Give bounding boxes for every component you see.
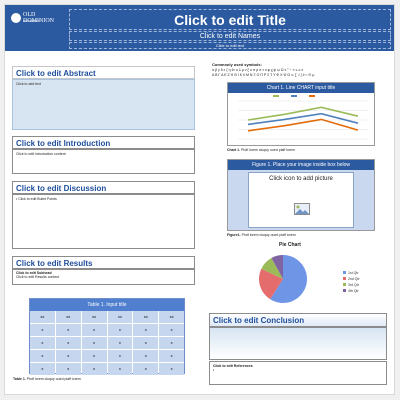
logo-line2: UNIVERSITY [23, 19, 42, 23]
pie-slice [271, 255, 283, 279]
conclusion-heading[interactable]: Click to edit Conclusion [209, 313, 387, 327]
legend-swatch [343, 289, 346, 292]
results-table[interactable]: Table 1. Input title xx xx xx xx xx xx x x x x x x x… [29, 298, 185, 375]
references-box[interactable]: Click to edit References • [209, 361, 387, 385]
poster-header: OLD DOMINION UNIVERSITY Click to edit Ti… [5, 5, 394, 51]
poster: OLD DOMINION UNIVERSITY Click to edit Ti… [4, 4, 395, 395]
table-cell[interactable]: x [30, 363, 55, 375]
pie-slice [259, 268, 283, 300]
discussion-body[interactable]: • Click to edit Bullet Points [12, 194, 195, 249]
legend-swatch [273, 95, 279, 97]
abstract-heading[interactable]: Click to edit Abstract [12, 66, 195, 79]
table-cell[interactable]: x [55, 337, 81, 349]
table-cell[interactable]: x [159, 350, 184, 362]
table-cell[interactable]: x [159, 324, 184, 336]
series-line [247, 112, 359, 126]
table-cell[interactable]: x [81, 363, 107, 375]
table-cell[interactable]: x [133, 337, 159, 349]
picture-icon[interactable] [294, 203, 310, 215]
legend-swatch [343, 277, 346, 280]
introduction-body[interactable]: Click to edit introduction content [12, 149, 195, 174]
results-body[interactable]: Click to edit Subhead Click to edit Resu… [12, 269, 195, 285]
legend-label: 3rd Qtr [348, 283, 360, 287]
table-cell[interactable]: x [55, 350, 81, 362]
table-cell[interactable]: x [30, 324, 55, 336]
table-cell[interactable]: x [55, 363, 81, 375]
legend-swatch [309, 95, 315, 97]
chart-title: Chart 1. Line CHART input title [228, 83, 374, 93]
line-chart[interactable]: Chart 1. Line CHART input title [227, 82, 375, 146]
logo-line1: OLD DOMINION [23, 12, 54, 24]
table-title: Table 1. Input title [30, 299, 184, 311]
table-cell[interactable]: xx [55, 311, 81, 323]
table-cell[interactable]: x [133, 324, 159, 336]
table-cell[interactable]: x [81, 337, 107, 349]
introduction-heading[interactable]: Click to edit Introduction [12, 136, 195, 149]
pie-slice [270, 255, 307, 303]
abstract-body[interactable]: Click to add text [12, 79, 195, 130]
table-cell[interactable]: xx [133, 311, 159, 323]
symbols-row2: Α Β Γ Δ Ε Ζ Η Θ Ι Κ Λ Μ Ν Ξ Ο Π Ρ Σ Τ Υ … [212, 73, 315, 77]
pie-title: Pie Chart [279, 242, 301, 248]
references-body: • [213, 368, 215, 372]
pie-chart[interactable]: 1st Qtr 2nd Qtr 3rd Qtr 4th Qtr [253, 249, 383, 309]
figure-box[interactable]: Figure 1. Place your image inside box be… [227, 159, 375, 231]
results-subhead: Click to edit Subhead [16, 271, 52, 275]
results-heading[interactable]: Click to edit Results [12, 256, 195, 269]
table-caption: Table 1. Phdf lorem ciuquy oued plaff lo… [13, 377, 81, 381]
series-line [247, 106, 359, 121]
chart-caption: Chart 1. Phdf lorem ciuquy oued plaff lo… [227, 148, 296, 152]
university-logo: OLD DOMINION UNIVERSITY [11, 11, 55, 41]
table-grid: xx xx xx xx xx xx x x x x x x x x x x x x x x x x x x x x x x x x [30, 311, 184, 375]
legend-label: 4th Qtr [348, 289, 360, 293]
table-cell[interactable]: xx [159, 311, 184, 323]
table-cell[interactable]: xx [107, 311, 133, 323]
results-content: Click to edit Results content [16, 275, 60, 279]
table-cell[interactable]: x [159, 363, 184, 375]
symbols-row1: α β γ δ ε ζ η θ ι κ λ μ ν ξ ο π ρ σ τ υ … [212, 68, 304, 72]
table-cell[interactable]: x [107, 350, 133, 362]
legend-swatch [343, 271, 346, 274]
table-cell[interactable]: x [133, 363, 159, 375]
figure-title: Figure 1. Place your image inside box be… [228, 160, 374, 170]
table-cell[interactable]: xx [30, 311, 55, 323]
title-placeholder[interactable]: Click to edit Title [69, 9, 391, 30]
table-cell[interactable]: x [107, 363, 133, 375]
table-cell[interactable]: x [159, 337, 184, 349]
symbols-label: Commonly used symbols: [212, 62, 262, 67]
names-placeholder[interactable]: Click to edit Names [69, 31, 391, 41]
table-cell[interactable]: x [55, 324, 81, 336]
table-cell[interactable]: x [107, 337, 133, 349]
table-cell[interactable]: x [81, 324, 107, 336]
affiliation-placeholder[interactable]: Click to edit text [69, 42, 391, 49]
table-cell[interactable]: x [81, 350, 107, 362]
table-cell[interactable]: x [107, 324, 133, 336]
legend-swatch [291, 95, 297, 97]
line-chart-plot [238, 95, 368, 140]
references-heading: Click to edit References [213, 364, 253, 368]
legend-label: 1st Qtr [348, 271, 359, 275]
discussion-heading[interactable]: Click to edit Discussion [12, 181, 195, 194]
figure-caption: Figure1. Phdf lorem ciuquy oued plaff lo… [227, 233, 296, 237]
table-cell[interactable]: x [30, 350, 55, 362]
picture-placeholder-label: Click icon to add picture [269, 176, 333, 182]
legend-swatch [343, 283, 346, 286]
pie-slice [261, 257, 283, 279]
conclusion-body[interactable] [209, 327, 387, 360]
table-cell[interactable]: xx [81, 311, 107, 323]
legend-label: 2nd Qtr [348, 277, 361, 281]
picture-placeholder[interactable]: Click icon to add picture [248, 172, 354, 228]
table-cell[interactable]: x [133, 350, 159, 362]
seal-icon [11, 13, 21, 23]
series-line [247, 118, 359, 132]
table-cell[interactable]: x [30, 337, 55, 349]
